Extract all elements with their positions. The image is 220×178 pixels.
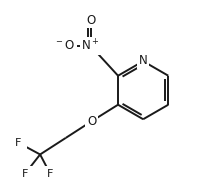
Text: O: O	[87, 115, 96, 128]
Text: F: F	[47, 169, 53, 178]
Text: $^-$O: $^-$O	[54, 39, 76, 52]
Text: N$^+$: N$^+$	[81, 38, 100, 54]
Text: F: F	[15, 138, 22, 148]
Text: O: O	[86, 14, 95, 27]
Text: N: N	[139, 54, 148, 67]
Text: F: F	[22, 169, 28, 178]
